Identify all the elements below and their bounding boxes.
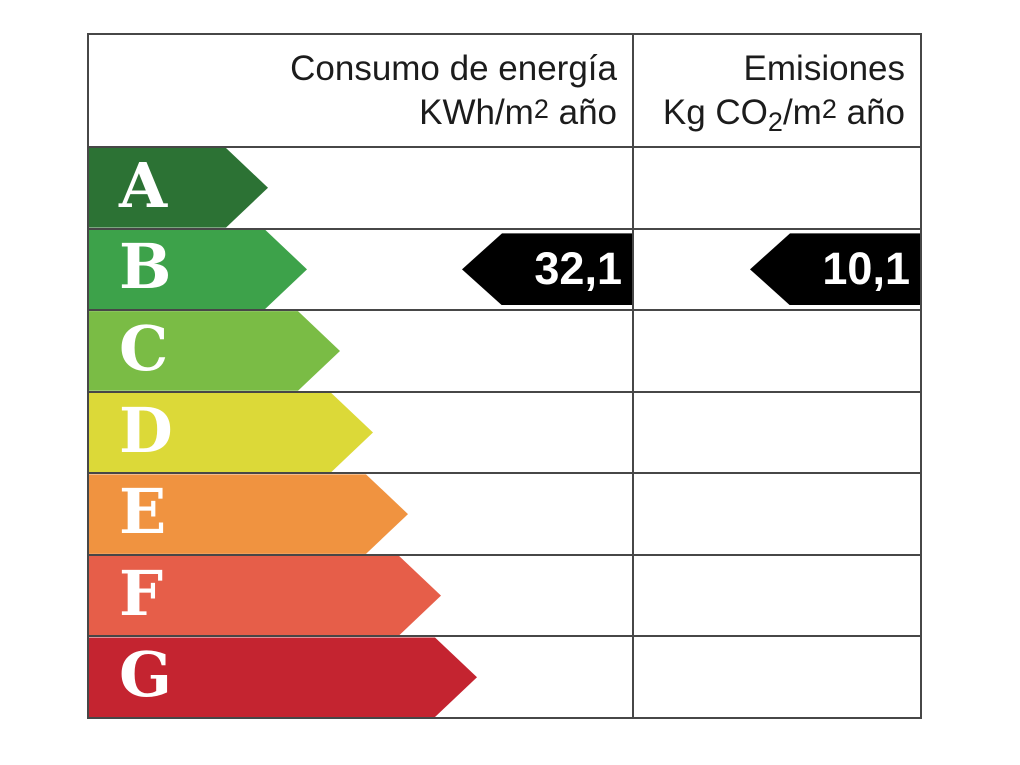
emissions-header-title: Emisiones [743, 49, 905, 89]
rating-arrow-e: E [89, 474, 408, 554]
emissions-unit-mid: /m [782, 92, 822, 132]
rating-row-b: B 32,1 10,1 [89, 227, 920, 310]
emissions-value-marker: 10,1 [750, 233, 920, 306]
rating-table: Consumo de energía KWh/m2 año Emisiones … [87, 33, 922, 719]
rating-arrow-f: F [89, 556, 441, 636]
emissions-unit-suffix: año [836, 92, 905, 132]
rating-row-f: F [89, 553, 920, 636]
rating-letter: F [119, 556, 164, 630]
emissions-unit-subscript: 2 [767, 106, 783, 137]
consumption-header-unit: KWh/m2 año [89, 91, 617, 134]
consumption-unit-suffix: año [548, 92, 617, 132]
rating-row-c: C [89, 309, 920, 391]
rating-row-a: A [89, 148, 920, 228]
consumption-unit-text: KWh/m [419, 92, 534, 132]
column-divider [632, 35, 634, 717]
rating-letter: G [119, 638, 172, 712]
consumption-column-header: Consumo de energía KWh/m2 año [89, 35, 632, 146]
emissions-column-header: Emisiones Kg CO2/m2 año [632, 35, 920, 146]
rating-letter: C [119, 311, 169, 385]
consumption-header-title: Consumo de energía [290, 49, 617, 89]
rating-arrow-c: C [89, 311, 340, 391]
rating-arrow-a: A [89, 148, 268, 228]
consumption-unit-exponent: 2 [533, 93, 549, 124]
rating-letter: A [119, 148, 168, 222]
rating-letter: B [119, 230, 172, 304]
emissions-header-unit: Kg CO2/m2 año [632, 91, 905, 137]
rating-letter: D [119, 393, 173, 467]
emissions-unit-exponent: 2 [821, 93, 837, 124]
rating-arrow-d: D [89, 393, 373, 473]
rating-row-d: D [89, 390, 920, 473]
rating-letter: E [119, 475, 167, 549]
rating-arrow-b: B [89, 230, 307, 310]
rating-arrow-g: G [89, 637, 477, 717]
rating-rows: A B 32,1 10,1 C D E F G [89, 148, 920, 717]
emissions-unit-text: Kg CO [662, 92, 768, 132]
table-header: Consumo de energía KWh/m2 año Emisiones … [89, 35, 920, 148]
rating-row-g: G [89, 635, 920, 717]
consumption-value-marker: 32,1 [462, 233, 632, 306]
rating-row-e: E [89, 472, 920, 554]
